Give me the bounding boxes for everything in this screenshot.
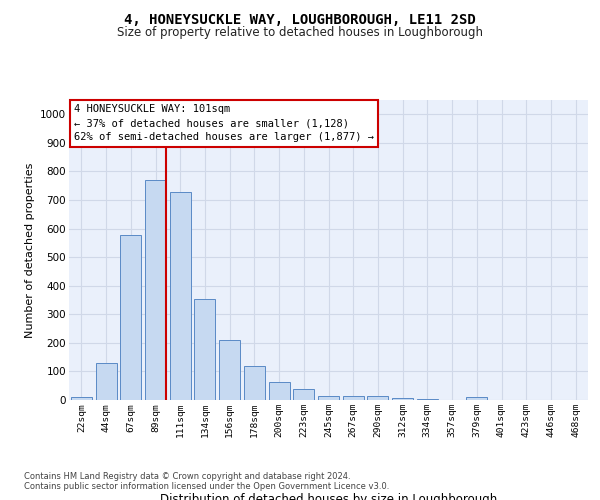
Bar: [170, 192, 191, 400]
Bar: [343, 396, 364, 400]
Text: 4, HONEYSUCKLE WAY, LOUGHBOROUGH, LE11 2SD: 4, HONEYSUCKLE WAY, LOUGHBOROUGH, LE11 2…: [124, 12, 476, 26]
Bar: [367, 396, 388, 400]
Bar: [244, 366, 265, 400]
X-axis label: Distribution of detached houses by size in Loughborough: Distribution of detached houses by size …: [160, 493, 497, 500]
Text: Contains HM Land Registry data © Crown copyright and database right 2024.: Contains HM Land Registry data © Crown c…: [24, 472, 350, 481]
Text: Contains public sector information licensed under the Open Government Licence v3: Contains public sector information licen…: [24, 482, 389, 491]
Y-axis label: Number of detached properties: Number of detached properties: [25, 162, 35, 338]
Bar: [95, 364, 116, 400]
Bar: [71, 397, 92, 400]
Bar: [219, 340, 240, 400]
Bar: [417, 398, 438, 400]
Bar: [194, 298, 215, 400]
Text: Size of property relative to detached houses in Loughborough: Size of property relative to detached ho…: [117, 26, 483, 39]
Bar: [293, 390, 314, 400]
Bar: [120, 235, 141, 400]
Bar: [318, 396, 339, 400]
Bar: [269, 382, 290, 400]
Text: 4 HONEYSUCKLE WAY: 101sqm
← 37% of detached houses are smaller (1,128)
62% of se: 4 HONEYSUCKLE WAY: 101sqm ← 37% of detac…: [74, 104, 374, 142]
Bar: [466, 397, 487, 400]
Bar: [145, 180, 166, 400]
Bar: [392, 398, 413, 400]
